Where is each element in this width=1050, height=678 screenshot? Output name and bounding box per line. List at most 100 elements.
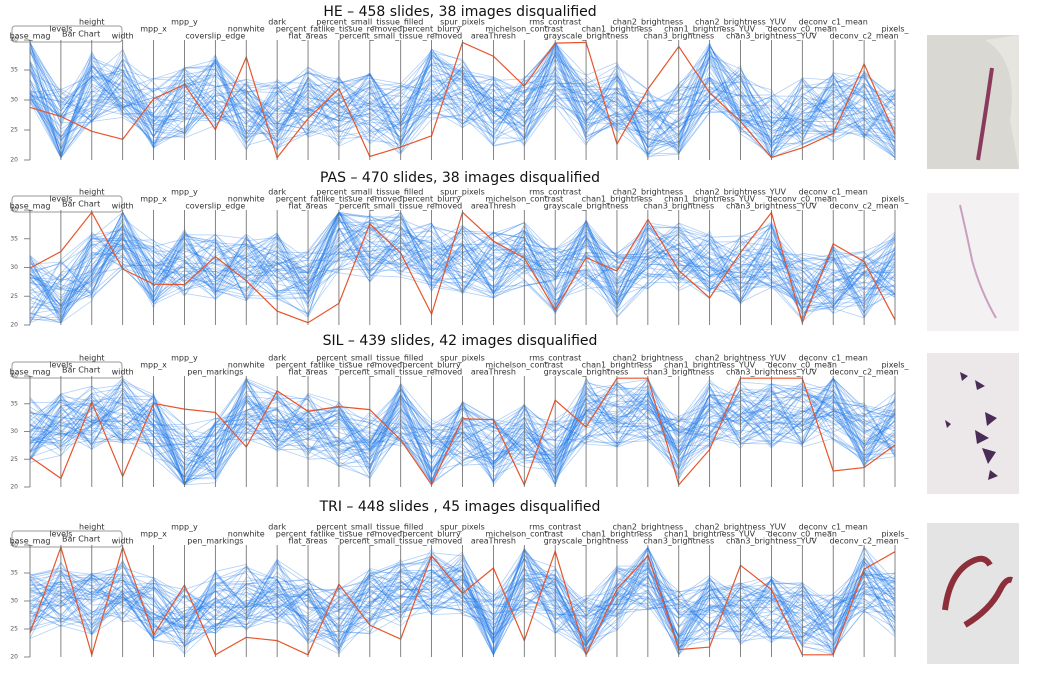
axis-name: percent_blurry	[403, 530, 461, 539]
axis-name: dark	[268, 188, 286, 197]
axis-name: mpp_x	[140, 361, 167, 370]
axis-name: height	[79, 523, 105, 532]
panel: SIL – 439 slides, 42 images disqualified…	[10, 333, 910, 491]
axis-name: percent_blurry	[403, 195, 461, 204]
y-tick-label: 35	[10, 67, 18, 74]
axis-name: chan3_brightness	[643, 368, 714, 377]
axis-name: grayscale_brightness	[544, 32, 629, 41]
y-tick-label: 30	[10, 428, 18, 435]
axis-name: nonwhite	[228, 530, 265, 539]
axis-name: flat_areas	[288, 32, 327, 41]
axis-name: pixels_	[881, 361, 909, 370]
axis-name: deconv_c0_mean	[768, 361, 837, 370]
axis-name: rms_contrast	[529, 523, 581, 532]
axis-name: deconv_c2_mean	[829, 202, 898, 211]
axis-name: rms_contrast	[529, 188, 581, 197]
axis-name: chan2_brightness_YUV	[695, 18, 786, 27]
axis-name: chan3_brightness_YUV	[726, 537, 817, 546]
axis-name: chan2_brightness	[612, 18, 683, 27]
axis-name: mpp_y	[171, 188, 198, 197]
axis-name: chan1_brightness_YUV	[664, 361, 755, 370]
legend-box	[11, 25, 123, 43]
axis-name: spur_pixels	[440, 188, 485, 197]
axis-name: pixels_	[881, 25, 909, 34]
axis-name: chan1_brightness_YUV	[664, 25, 755, 34]
axis-name: base_mag	[10, 32, 51, 41]
axis-name: chan2_brightness	[612, 354, 683, 363]
axis-name: spur_pixels	[440, 354, 485, 363]
axis-name: areaThresh	[471, 32, 516, 41]
axis-name: percent_small_tissue_filled	[316, 188, 423, 197]
y-tick-label: 40	[10, 373, 18, 380]
axis-name: percent_small_tissue_filled	[316, 354, 423, 363]
axis-name: chan3_brightness_YUV	[726, 202, 817, 211]
axis-name: chan2_brightness_YUV	[695, 523, 786, 532]
axis-name: pixels_	[881, 530, 909, 539]
axis-name: percent_fatlike_tissue_removed	[276, 361, 402, 370]
axis-name: rms_contrast	[529, 18, 581, 27]
axis-name: percent_small_tissue_filled	[316, 18, 423, 27]
y-tick-label: 20	[10, 322, 18, 329]
axis-name: flat_areas	[288, 368, 327, 377]
axis-name: chan1_brightness_YUV	[664, 195, 755, 204]
y-tick-label: 20	[10, 654, 18, 661]
axis-name: chan3_brightness	[643, 32, 714, 41]
axis-name: deconv_c1_mean	[799, 523, 868, 532]
legend-label: Bar Chart	[62, 200, 100, 209]
axis-name: chan2_brightness	[612, 188, 683, 197]
axis-name: pixels_	[881, 195, 909, 204]
axis-name: base_mag	[10, 368, 51, 377]
thumbnail-sil	[927, 353, 1019, 494]
legend-label: Bar Chart	[62, 30, 100, 39]
panel-title: SIL – 439 slides, 42 images disqualified	[323, 333, 598, 349]
axis-name: deconv_c1_mean	[799, 188, 868, 197]
axis-name: chan3_brightness	[643, 537, 714, 546]
axis-name: mpp_x	[140, 25, 167, 34]
y-tick-label: 30	[10, 598, 18, 605]
axis-name: base_mag	[10, 202, 51, 211]
axis-name: mpp_y	[171, 354, 198, 363]
axis-name: grayscale_brightness	[544, 537, 629, 546]
axis-name: areaThresh	[471, 537, 516, 546]
axis-name: chan1_brightness	[582, 530, 653, 539]
axis-name: mpp_x	[140, 530, 167, 539]
y-tick-label: 25	[10, 456, 18, 463]
axis-name: deconv_c0_mean	[768, 195, 837, 204]
axis-name: height	[79, 354, 105, 363]
axis-name: michelson_contrast	[485, 530, 563, 539]
axis-name: width	[112, 368, 134, 377]
legend-label: Bar Chart	[62, 366, 100, 375]
axis-name: nonwhite	[228, 361, 265, 370]
axis-name: deconv_c0_mean	[768, 25, 837, 34]
axis-name: percent_small_tissue_removed	[339, 537, 462, 546]
axis-name: spur_pixels	[440, 18, 485, 27]
axis-name: width	[112, 32, 134, 41]
panel: TRI – 448 slides , 45 images disqualifie…	[10, 499, 910, 661]
axis-name: chan1_brightness	[582, 361, 653, 370]
axis-name: levels	[49, 195, 72, 204]
axis-name: chan2_brightness	[612, 523, 683, 532]
axis-name: height	[79, 188, 105, 197]
axis-name: chan2_brightness_YUV	[695, 354, 786, 363]
axis-name: levels	[49, 530, 72, 539]
axis-name: nonwhite	[228, 25, 265, 34]
panel: PAS – 470 slides, 38 images disqualified…	[10, 170, 910, 329]
y-tick-label: 30	[10, 264, 18, 271]
axis-name: dark	[268, 18, 286, 27]
axis-name: percent_blurry	[403, 25, 461, 34]
y-tick-label: 30	[10, 97, 18, 104]
axis-name: chan1_brightness_YUV	[664, 530, 755, 539]
axis-name: chan1_brightness	[582, 195, 653, 204]
axis-name: deconv_c1_mean	[799, 18, 868, 27]
axis-name: michelson_contrast	[485, 361, 563, 370]
y-tick-label: 25	[10, 293, 18, 300]
y-tick-label: 25	[10, 127, 18, 134]
axis-name: chan2_brightness_YUV	[695, 188, 786, 197]
y-tick-label: 35	[10, 570, 18, 577]
y-tick-label: 20	[10, 157, 18, 164]
axis-name: dark	[268, 354, 286, 363]
axis-name: base_mag	[10, 537, 51, 546]
y-tick-label: 20	[10, 484, 18, 491]
axis-name: chan1_brightness	[582, 25, 653, 34]
